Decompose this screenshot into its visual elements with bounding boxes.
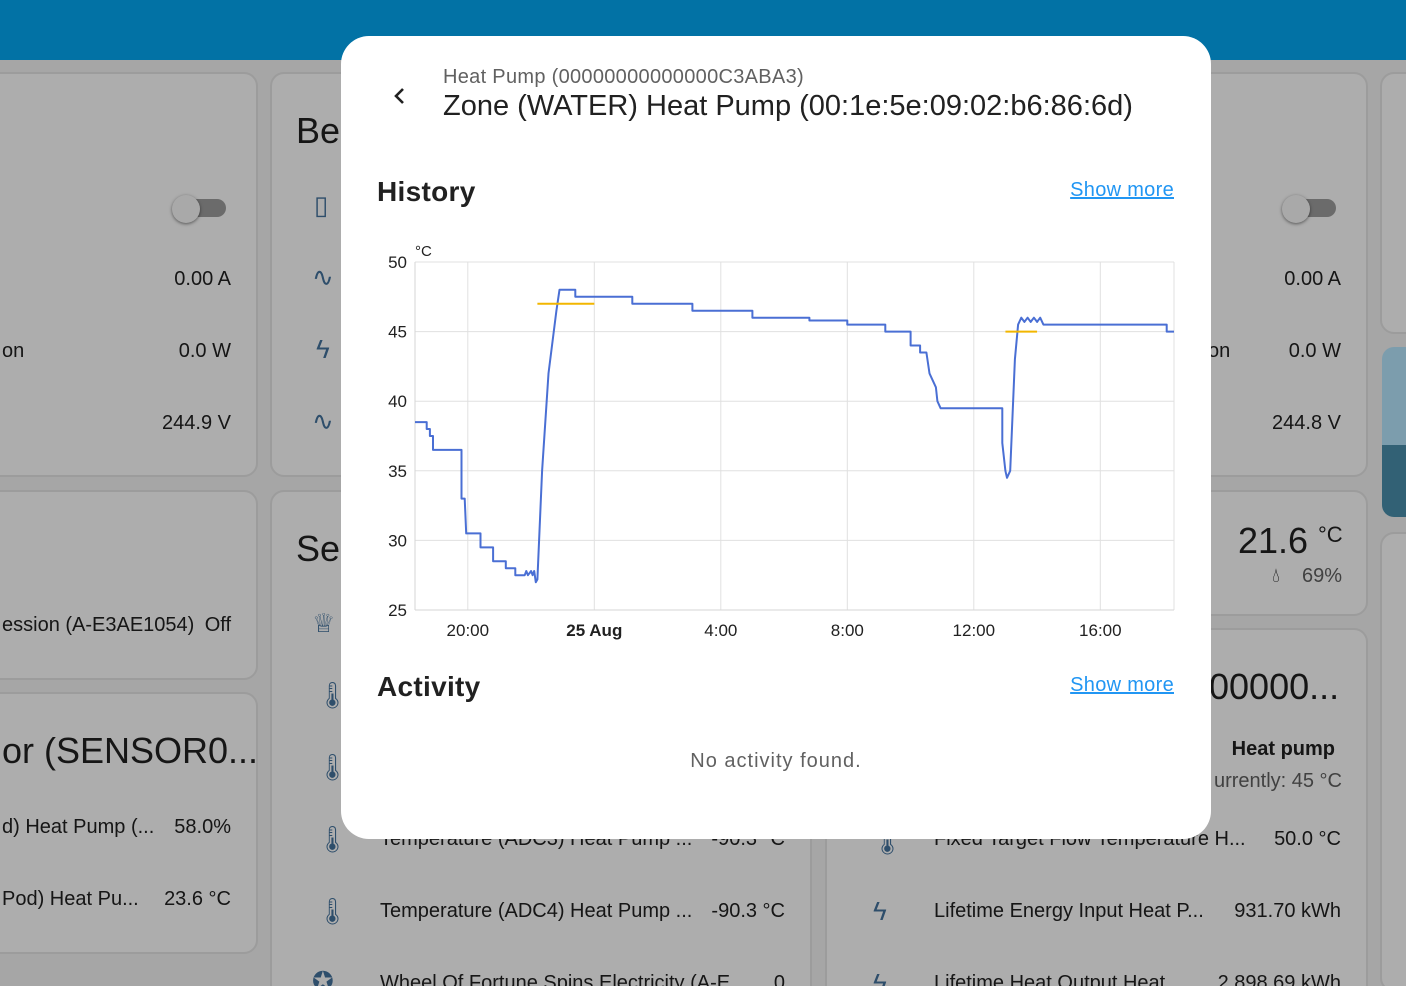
current-value: 0.00 A [174,268,231,290]
y-tick-label: 30 [388,531,407,550]
y-axis-unit: °C [415,243,432,260]
brightness-slider[interactable] [1382,347,1406,517]
sensor-card-title: or (SENSOR0... [2,730,258,771]
more-info-dialog [341,36,1211,839]
heatpump-card-title: 00000... [1209,666,1340,707]
row-heat-out-value: 2,898.69 kWh [1217,972,1341,986]
temperature-unit: °C [1318,522,1343,547]
row-adc4-value: -90.3 °C [711,900,785,922]
power-value: 0.0 W [1288,340,1341,362]
row-heat-out-label: Lifetime Heat Output Heat... [934,972,1182,986]
temperature-series-line [415,288,1174,584]
x-tick-label: 4:00 [704,621,737,640]
humidity-value: 69% [1302,565,1343,587]
star-circle-icon: ✪ [312,966,334,986]
toggle-switch[interactable] [172,195,226,223]
x-tick-label: 20:00 [447,621,490,640]
x-tick-label: 12:00 [953,621,996,640]
flash-icon: ϟ [873,968,887,986]
voltage-value: 244.8 V [1272,412,1341,434]
power-label: on [2,340,25,362]
card-right-edge-top [1380,72,1406,334]
row-wheel-value: 0 [773,972,785,986]
sensor-row1-label: d) Heat Pump (... [2,816,155,838]
chevron-left-icon [394,88,404,104]
compression-value: Off [204,614,231,636]
temperature-value: 21.6 [1238,520,1309,561]
history-show-more-link[interactable]: Show more [1070,179,1174,201]
water-percent-icon: 💧︎ [1272,565,1280,587]
row-flow-value: 50.0 °C [1274,828,1341,850]
toggle-switch[interactable] [1282,195,1336,223]
card-left-power: 0.00 A on 0.0 W 244.9 V [0,72,258,477]
thermometer-icon: 🌡︎ [316,896,350,926]
card-right-edge-bottom [1380,532,1406,986]
sensor-row2-value: 23.6 °C [164,888,231,910]
card-left-sensor: or (SENSOR0... d) Heat Pump (... 58.0% P… [0,692,258,954]
activity-show-more-link[interactable]: Show more [1070,674,1174,696]
voltage-value: 244.9 V [162,412,231,434]
y-tick-label: 35 [388,462,407,481]
y-tick-label: 40 [388,392,407,411]
y-tick-label: 45 [388,323,407,342]
dialog-title: Zone (WATER) Heat Pump (00:1e:5e:09:02:b… [443,90,1133,122]
heat-pump-label: Heat pump [1231,738,1335,760]
row-wheel-label: Wheel Of Fortune Spins Electricity (A-E.… [380,972,747,986]
x-tick-label: 16:00 [1079,621,1122,640]
row-energy-in-value: 931.70 kWh [1234,900,1341,922]
y-tick-label: 25 [388,601,407,620]
card-left-compression: ession (A-E3AE1054) Off [0,490,258,680]
row-energy-in-label: Lifetime Energy Input Heat P... [934,900,1204,922]
dialog-subtitle: Heat Pump (00000000000000C3ABA3) [443,66,804,88]
x-tick-label: 25 Aug [566,621,622,640]
history-chart[interactable]: 25 30 35 40 45 50 20:00 25 Aug 4:00 8:00 12:00 16:0… [370,232,1190,642]
y-tick-label: 50 [388,253,407,272]
history-heading: History [377,176,476,207]
currently-label: urrently: 45 °C [1213,770,1342,792]
flash-icon: ϟ [316,334,330,364]
flash-icon: ϟ [873,896,887,926]
current-wave-icon: ∿ [312,262,334,292]
sensor-row1-value: 58.0% [174,816,231,838]
activity-heading: Activity [377,671,481,702]
sine-wave-icon: ∿ [312,406,334,436]
no-activity-message: No activity found. [690,750,862,772]
power-value: 0.0 W [178,340,231,362]
x-tick-label: 8:00 [831,621,864,640]
back-button[interactable] [380,76,420,116]
trophy-icon: ♕ [312,608,336,638]
compression-label: ession (A-E3AE1054) [2,614,195,636]
current-value: 0.00 A [1284,268,1341,290]
thermometer-icon: 🌡︎ [316,824,350,854]
phone-icon: ▯ [314,190,329,220]
row-adc4-label: Temperature (ADC4) Heat Pump ... [380,900,693,922]
sensor-row2-label: Pod) Heat Pu... [2,888,139,910]
